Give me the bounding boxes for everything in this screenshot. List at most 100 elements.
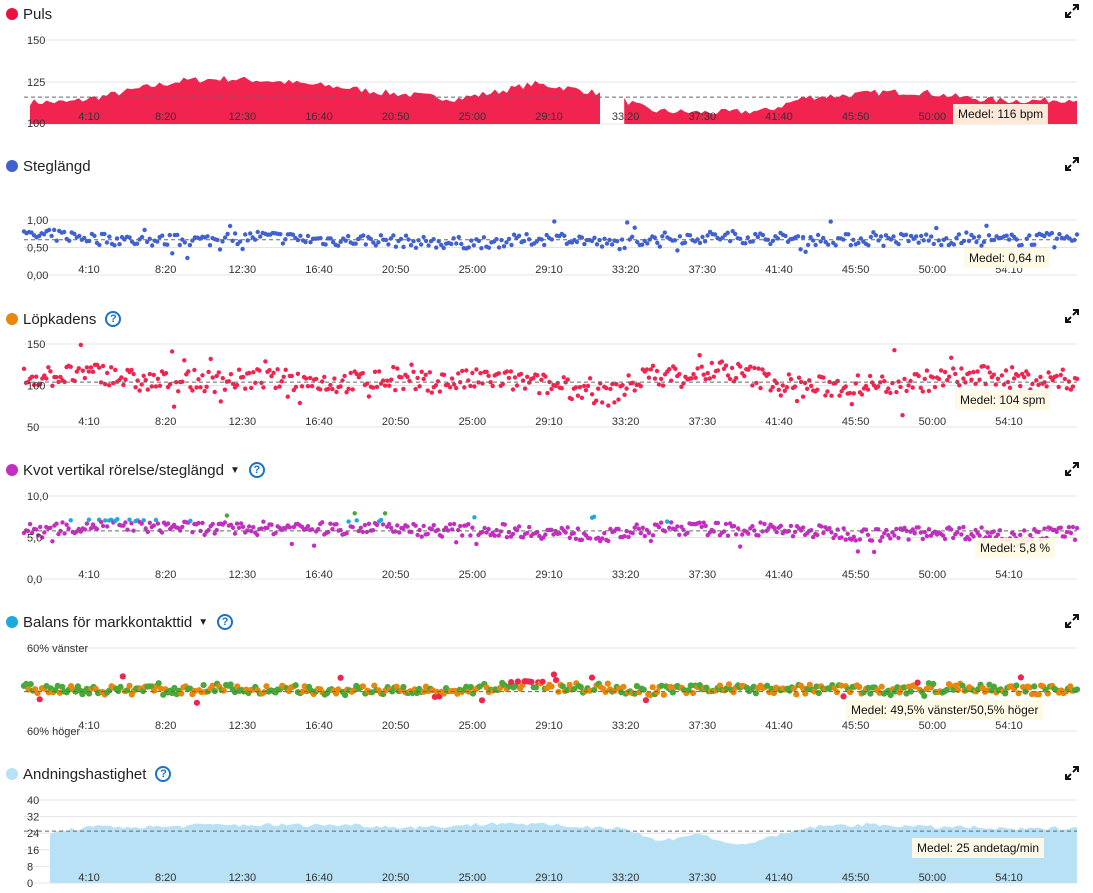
- kvot-data-point: [98, 519, 104, 525]
- kvot-data-point: [486, 526, 491, 532]
- help-icon[interactable]: ?: [155, 766, 172, 782]
- steglangd-title: Steglängd: [6, 155, 91, 177]
- steglangd-data-point: [466, 245, 471, 250]
- help-icon[interactable]: ?: [248, 462, 265, 478]
- steglangd-data-point: [919, 233, 924, 239]
- kvot-data-point: [1074, 525, 1080, 531]
- kvot-data-point: [1036, 529, 1041, 535]
- steglangd-data-point: [868, 234, 874, 240]
- x-axis-tick-label: 20:50: [382, 264, 410, 276]
- kvot-data-point: [855, 549, 861, 554]
- lopkadens-data-point: [478, 371, 483, 376]
- y-axis-tick-label: 5,0: [27, 533, 42, 545]
- kvot-data-point: [880, 534, 885, 540]
- lopkadens-data-point: [689, 376, 694, 381]
- steglangd-data-point: [625, 220, 630, 225]
- steglangd-data-point: [896, 242, 901, 247]
- lopkadens-data-point: [234, 382, 240, 388]
- kvot-data-point: [42, 530, 47, 535]
- lopkadens-data-point: [350, 387, 355, 392]
- help-icon[interactable]: ?: [217, 614, 234, 630]
- lopkadens-data-point: [673, 366, 678, 371]
- lopkadens-data-point: [25, 379, 31, 385]
- lopkadens-data-point: [1007, 385, 1013, 390]
- lopkadens-data-point: [226, 379, 232, 384]
- kvot-data-point: [514, 528, 520, 533]
- x-axis-tick-label: 37:30: [689, 569, 717, 581]
- steglangd-data-point: [46, 227, 52, 233]
- kvot-data-point: [516, 524, 522, 529]
- y-axis-tick-label: 16: [27, 845, 39, 857]
- lopkadens-data-point: [273, 385, 278, 391]
- lopkadens-data-point: [967, 370, 972, 375]
- lopkadens-data-point: [650, 363, 656, 368]
- steglangd-data-point: [479, 246, 484, 251]
- expand-icon[interactable]: [1065, 462, 1079, 476]
- steglangd-data-point: [1052, 245, 1057, 250]
- steglangd-data-point: [675, 248, 680, 253]
- kvot-data-point: [1070, 524, 1076, 530]
- lopkadens-data-point: [249, 385, 254, 391]
- lopkadens-data-point: [236, 367, 242, 372]
- steglangd-data-point: [733, 231, 738, 237]
- kvot-data-point: [1018, 532, 1023, 538]
- blue-dot-icon: [6, 160, 18, 172]
- lopkadens-data-point: [38, 382, 43, 387]
- balans-data-point: [813, 683, 820, 690]
- lopkadens-data-point: [1064, 386, 1070, 391]
- balans-data-point: [263, 683, 270, 690]
- lopkadens-data-point: [334, 389, 339, 395]
- kvot-data-point: [238, 521, 244, 526]
- kvot-data-point: [234, 521, 240, 526]
- steglangd-data-point: [974, 239, 979, 245]
- balans-data-point: [764, 682, 771, 689]
- lopkadens-data-point: [660, 383, 666, 388]
- expand-icon[interactable]: [1065, 614, 1079, 628]
- steglangd-data-point: [964, 230, 969, 235]
- lopkadens-data-point: [679, 384, 684, 389]
- lopkadens-data-point: [677, 371, 682, 377]
- lopkadens-data-point: [216, 370, 221, 375]
- expand-icon[interactable]: [1065, 157, 1079, 171]
- kvot-data-point: [498, 529, 503, 534]
- steglangd-data-point: [818, 239, 823, 244]
- y-axis-tick-label: 150: [27, 339, 45, 351]
- dropdown-caret-icon[interactable]: ▼: [229, 464, 240, 476]
- steglangd-data-point: [426, 243, 431, 248]
- lopkadens-data-point: [760, 367, 765, 372]
- lopkadens-data-point: [103, 382, 108, 387]
- steglangd-data-point: [760, 232, 766, 238]
- lopkadens-data-point: [21, 366, 27, 371]
- cyan-dot-icon: [6, 616, 18, 628]
- steglangd-data-point: [931, 241, 936, 247]
- lopkadens-data-point: [389, 377, 394, 382]
- steglangd-data-point: [139, 234, 145, 240]
- kvot-data-point: [251, 525, 256, 530]
- kvot-data-point: [439, 534, 445, 539]
- expand-icon[interactable]: [1065, 309, 1079, 323]
- kvot-data-point: [415, 532, 420, 538]
- steglangd-data-point: [848, 243, 853, 248]
- balans-data-point: [930, 680, 937, 687]
- kvot-average-label: Medel: 5,8 %: [975, 538, 1056, 558]
- expand-icon[interactable]: [1065, 766, 1079, 780]
- kvot-data-point: [421, 523, 426, 529]
- steglangd-data-point: [808, 235, 813, 240]
- help-icon[interactable]: ?: [105, 311, 122, 327]
- kvot-data-point: [370, 528, 376, 533]
- kvot-data-point: [827, 526, 832, 531]
- balans-data-point: [371, 682, 378, 689]
- puls-title-label: Puls: [23, 5, 53, 23]
- dropdown-caret-icon[interactable]: ▼: [198, 616, 209, 628]
- steglangd-data-point: [175, 232, 180, 238]
- steglangd-data-point: [552, 219, 557, 224]
- lopkadens-data-point: [823, 393, 828, 398]
- lopkadens-data-point: [622, 392, 627, 397]
- lopkadens-data-point: [230, 381, 236, 386]
- steglangd-data-point: [753, 231, 758, 237]
- steglangd-data-point: [916, 240, 921, 245]
- expand-icon[interactable]: [1065, 4, 1079, 18]
- steglangd-data-point: [1019, 242, 1024, 248]
- lopkadens-data-point: [419, 369, 424, 374]
- kvot-data-point: [409, 529, 414, 535]
